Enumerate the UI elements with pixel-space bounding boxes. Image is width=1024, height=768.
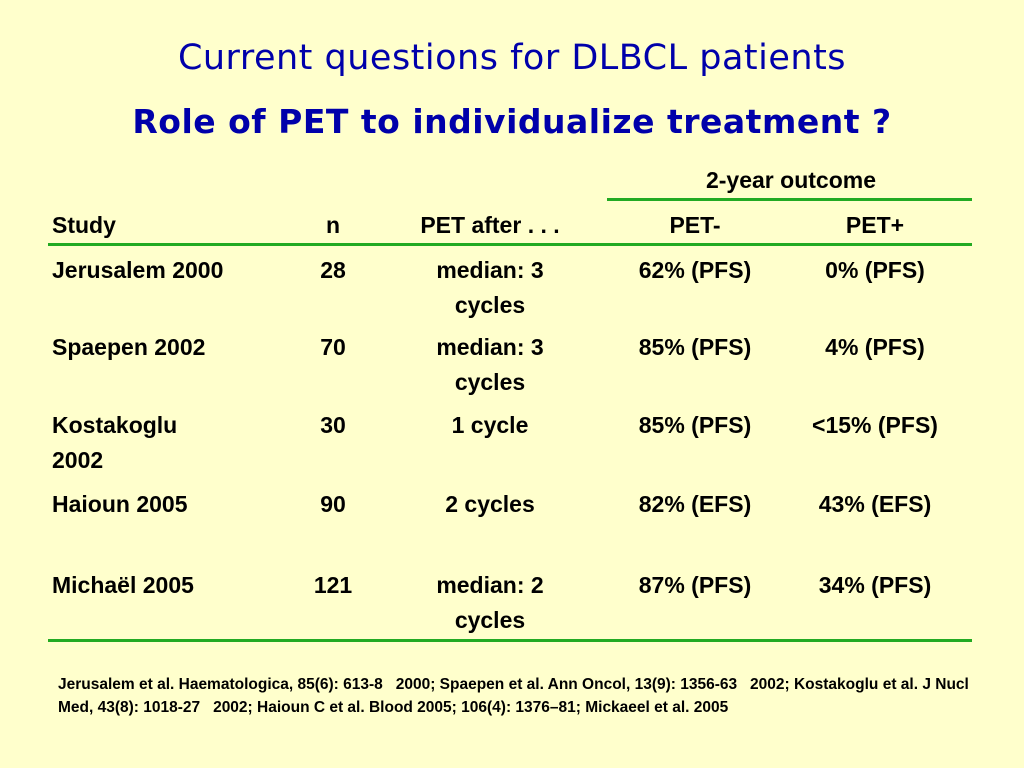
study-cell: Spaepen 2002 xyxy=(52,334,206,360)
study-cell: Michaël 2005 xyxy=(52,572,194,598)
pet-positive-cell: 34% (PFS) xyxy=(818,572,932,598)
pet-positive-cell: 0% (PFS) xyxy=(825,257,925,283)
pet-negative-cell: 82% (EFS) xyxy=(638,491,752,517)
pet-negative-cell: 62% (PFS) xyxy=(638,257,752,283)
references: Jerusalem et al. Haematologica, 85(6): 6… xyxy=(58,676,974,716)
column-header-pet-positive: PET+ xyxy=(845,212,905,238)
n-cell: 30 xyxy=(320,412,346,438)
column-header-n: n xyxy=(325,212,341,238)
pet-negative-cell: 85% (PFS) xyxy=(638,412,752,438)
header-rule xyxy=(48,243,972,246)
n-cell: 70 xyxy=(320,334,346,360)
study-cell: Kostakoglu 2002 xyxy=(52,412,178,473)
pet-after-cell: median: 3 cycles xyxy=(436,257,544,318)
study-cell: Haioun 2005 xyxy=(52,491,188,517)
table-bottom-rule xyxy=(48,639,972,642)
n-cell: 90 xyxy=(320,491,346,517)
pet-after-cell: median: 2 cycles xyxy=(436,572,544,633)
pet-positive-cell: 4% (PFS) xyxy=(825,334,925,360)
pet-negative-cell: 87% (PFS) xyxy=(638,572,752,598)
column-header-pet-after: PET after . . . xyxy=(420,212,560,238)
column-header-study: Study xyxy=(52,212,116,238)
pet-after-cell: median: 3 cycles xyxy=(436,334,544,395)
column-header-pet-negative: PET- xyxy=(669,212,721,238)
slide-title: Current questions for DLBCL patients xyxy=(177,38,847,78)
n-cell: 28 xyxy=(320,257,346,283)
n-cell: 121 xyxy=(313,572,353,598)
pet-after-cell: 2 cycles xyxy=(445,491,535,517)
group-header-2-year-outcome: 2-year outcome xyxy=(705,167,876,193)
pet-after-cell: 1 cycle xyxy=(451,412,529,438)
pet-negative-cell: 85% (PFS) xyxy=(638,334,752,360)
pet-positive-cell: 43% (EFS) xyxy=(818,491,932,517)
group-header-rule xyxy=(607,198,972,201)
study-cell: Jerusalem 2000 xyxy=(52,257,224,283)
slide-subtitle: Role of PET to individualize treatment ? xyxy=(132,102,892,141)
pet-positive-cell: <15% (PFS) xyxy=(812,412,938,438)
